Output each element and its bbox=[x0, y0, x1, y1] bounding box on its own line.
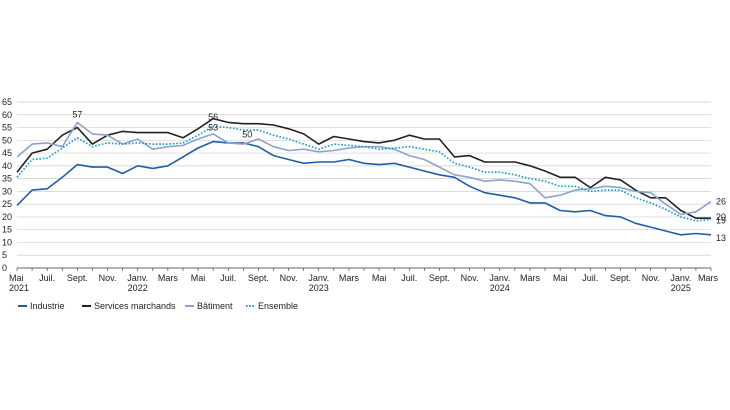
data-label: 56 bbox=[208, 112, 218, 122]
series-line-ensemble bbox=[16, 125, 712, 222]
legend-label: Industrie bbox=[30, 301, 65, 311]
data-label: 26 bbox=[716, 197, 726, 207]
y-tick-label: 25 bbox=[2, 199, 12, 209]
legend-label: Services marchands bbox=[94, 301, 176, 311]
legend-label: Ensemble bbox=[258, 301, 298, 311]
x-tick-label: Sept. bbox=[429, 273, 450, 283]
y-tick-label: 35 bbox=[2, 174, 12, 184]
x-tick-label: Mai bbox=[553, 273, 568, 283]
series-lines bbox=[16, 117, 712, 236]
x-tick-label: Janv. bbox=[308, 273, 329, 283]
x-tick-label: Mars bbox=[698, 273, 718, 283]
y-tick-label: 0 bbox=[2, 263, 7, 273]
series-line-industrie bbox=[16, 140, 712, 236]
legend: Industrie Services marchands Bâtiment Ensem… bbox=[18, 301, 298, 311]
x-tick-label: Mars bbox=[339, 273, 359, 283]
x-tick-label: Janv. bbox=[670, 273, 691, 283]
x-tick-label: Juil. bbox=[39, 273, 55, 283]
x-tick-label: Nov. bbox=[461, 273, 479, 283]
x-tick-year: 2022 bbox=[128, 283, 148, 293]
data-label: 50 bbox=[242, 129, 252, 139]
data-label: 20 bbox=[716, 212, 726, 222]
x-tick-year: 2023 bbox=[309, 283, 329, 293]
x-tick-year: 2024 bbox=[490, 283, 510, 293]
data-label: 19 bbox=[716, 215, 726, 225]
x-tick-label: Juil. bbox=[220, 273, 236, 283]
y-tick-label: 15 bbox=[2, 225, 12, 235]
data-label: 57 bbox=[72, 109, 82, 119]
y-tick-label: 65 bbox=[2, 97, 12, 107]
x-tick-year: 2025 bbox=[671, 283, 691, 293]
y-tick-label: 30 bbox=[2, 186, 12, 196]
x-tick-label: Juil. bbox=[582, 273, 598, 283]
y-tick-label: 20 bbox=[2, 212, 12, 222]
x-tick-label: Nov. bbox=[642, 273, 660, 283]
y-tick-label: 55 bbox=[2, 123, 12, 133]
x-tick-label: Mai bbox=[191, 273, 206, 283]
y-tick-label: 10 bbox=[2, 237, 12, 247]
y-tick-label: 45 bbox=[2, 148, 12, 158]
x-tick-label: Mars bbox=[158, 273, 178, 283]
x-tick-label: Mars bbox=[520, 273, 540, 283]
x-tick-label: Sept. bbox=[610, 273, 631, 283]
legend-label: Bâtiment bbox=[197, 301, 233, 311]
x-tick-label: Sept. bbox=[67, 273, 88, 283]
gridlines bbox=[17, 101, 711, 256]
x-tick-label: Nov. bbox=[280, 273, 298, 283]
x-tick-label: Sept. bbox=[248, 273, 269, 283]
data-label: 53 bbox=[208, 123, 218, 133]
x-tick-label: Juil. bbox=[401, 273, 417, 283]
y-tick-label: 5 bbox=[2, 250, 7, 260]
x-tick-year: 2021 bbox=[9, 283, 29, 293]
x-tick-label: Mai bbox=[372, 273, 387, 283]
series-line-services-marchands bbox=[16, 117, 711, 219]
data-label: 13 bbox=[716, 233, 726, 243]
x-tick-label: Mai bbox=[9, 273, 24, 283]
x-tick-label: Nov. bbox=[99, 273, 117, 283]
y-tick-label: 50 bbox=[2, 135, 12, 145]
y-tick-label: 60 bbox=[2, 110, 12, 120]
x-tick-label: Janv. bbox=[489, 273, 510, 283]
y-tick-label: 40 bbox=[2, 161, 12, 171]
series-line-b-timent bbox=[16, 121, 712, 216]
x-tick-label: Janv. bbox=[127, 273, 148, 283]
y-axis: 0 5 10 15 20 25 30 35 40 45 50 55 60 65 bbox=[2, 97, 12, 273]
